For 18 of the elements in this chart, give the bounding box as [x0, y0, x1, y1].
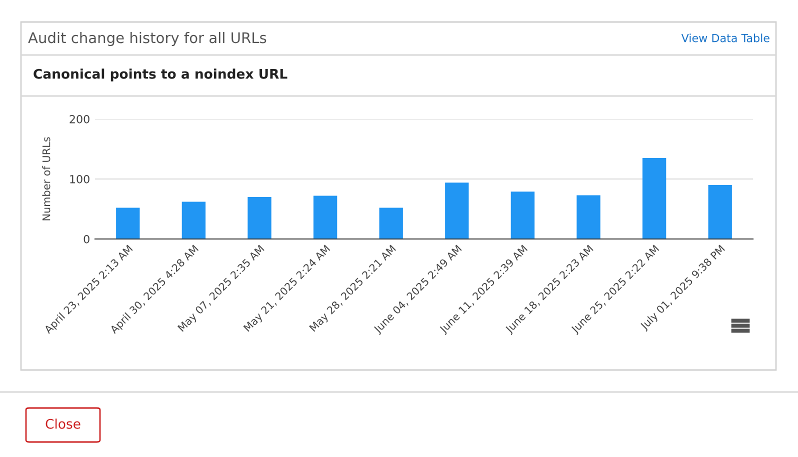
bar: [116, 208, 140, 239]
text: View Data Table: [681, 34, 770, 42]
bar: [642, 158, 666, 239]
y-tick-label: 0: [84, 234, 90, 244]
y-tick-label: 100: [70, 174, 90, 184]
bar: [313, 196, 338, 239]
bar: [248, 197, 272, 239]
text: Close: [46, 418, 80, 429]
chart-subtitle: Canonical points to a noindex URL: [34, 68, 288, 82]
bar: [445, 182, 469, 239]
bar: [379, 208, 403, 239]
chart-title: Audit change history for all URLs: [28, 32, 266, 46]
bar: [576, 195, 600, 239]
y-tick-label: 200: [70, 114, 90, 124]
bar: [510, 192, 535, 239]
bar: [708, 185, 732, 239]
bar: [182, 202, 206, 239]
y-axis-title: Number of URLs: [42, 137, 50, 220]
